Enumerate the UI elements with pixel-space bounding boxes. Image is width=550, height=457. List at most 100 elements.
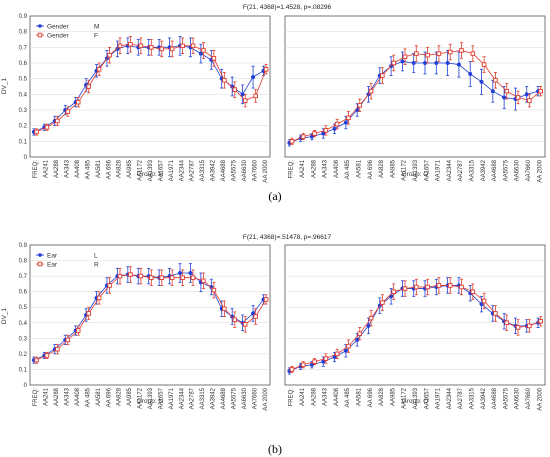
x-tick-label: AA2787 — [190, 159, 196, 181]
legend-marker — [37, 32, 43, 38]
data-point — [96, 67, 102, 72]
data-point — [44, 124, 50, 130]
data-point — [201, 48, 206, 53]
x-tick-label: AA2344 — [179, 159, 185, 181]
data-point — [402, 54, 408, 59]
x-tick-label: AA241 — [44, 159, 50, 178]
y-tick-label: 0.4 — [19, 321, 28, 327]
data-point — [253, 314, 258, 319]
panel-group-n: 0 0.1 0.2 0.3 0.4 0.5 0.6 0.7 0.8 0.9 FREQ: AA241 AA… — [19, 243, 271, 411]
x-tick-label: AA1971 — [436, 159, 442, 181]
x-tick-label: AA581 — [356, 159, 362, 178]
x-tick-label: AA1971 — [169, 159, 175, 181]
x-tick-label: FREQ: — [33, 160, 39, 179]
data-point — [391, 289, 396, 294]
legend-marker — [38, 253, 42, 257]
legend-factor: Gender — [47, 32, 70, 39]
x-tick-label: FREQ: — [289, 160, 295, 179]
data-point — [459, 48, 464, 53]
x-tick-label: AA6630 — [515, 387, 521, 409]
data-point — [96, 295, 102, 301]
y-tick-label: 0.8 — [19, 259, 28, 265]
x-tick-label: AA288 — [54, 387, 60, 406]
panel-label: Group: O — [402, 171, 429, 178]
legend-factor: Ear — [47, 252, 58, 259]
plot-frame — [284, 244, 546, 386]
x-tick-label: AA581 — [356, 387, 362, 406]
data-point — [86, 84, 91, 89]
x-tick-label: AA2344 — [179, 387, 185, 409]
x-tick-label: AA241 — [300, 387, 306, 406]
data-point — [201, 278, 206, 284]
y-tick-label: 0.3 — [19, 336, 28, 342]
x-tick-label: AA3942 — [481, 159, 487, 181]
data-point — [490, 89, 495, 94]
x-tick-label: AA4688 — [492, 387, 498, 409]
x-tick-label: AA408 — [334, 387, 340, 406]
panel-label: Group: N — [137, 171, 164, 178]
data-point — [380, 300, 385, 305]
data-point — [44, 353, 50, 358]
x-tick-label: AA 2000 — [537, 387, 543, 410]
x-tick-label: AA2344 — [447, 159, 453, 181]
data-point — [177, 270, 183, 276]
legend-level: R — [94, 261, 99, 268]
x-tick-label: AA7660 — [526, 159, 532, 181]
x-tick-label: AA1657 — [158, 387, 164, 409]
data-point — [538, 318, 543, 324]
x-tick-label: AA 485 — [345, 159, 351, 179]
x-tick-label: AA1393 — [148, 159, 154, 181]
x-tick-label: AA241 — [300, 159, 306, 178]
series-f — [34, 35, 269, 136]
data-point — [425, 52, 430, 58]
y-tick-label: 0.8 — [19, 30, 28, 36]
chart-title: F(21, 4368)=1.4528, p=.08296 — [243, 4, 332, 11]
x-tick-label: AA1657 — [424, 159, 430, 181]
data-point — [380, 73, 385, 78]
y-tick-label: 0.1 — [19, 367, 28, 373]
data-point — [117, 273, 123, 279]
data-point — [334, 351, 340, 357]
data-point — [470, 289, 476, 294]
y-tick-label: 0.2 — [19, 124, 28, 130]
x-tick-label: AA288 — [54, 159, 60, 178]
x-tick-label: AA 696 — [106, 159, 112, 179]
x-tick-label: AA1971 — [436, 387, 442, 409]
x-tick-label: AA6630 — [242, 159, 248, 181]
data-point — [343, 120, 348, 125]
data-point — [447, 283, 453, 288]
data-point — [447, 49, 453, 55]
data-point — [434, 60, 439, 66]
data-point — [470, 51, 476, 56]
x-tick-label: AA6630 — [515, 159, 521, 181]
x-tick-label: AA1393 — [413, 387, 419, 409]
data-point — [169, 46, 175, 52]
y-tick-label: 0 — [24, 383, 28, 389]
series-r — [34, 266, 269, 364]
x-tick-label: AA 696 — [106, 387, 112, 407]
x-tick-label: AA828 — [117, 159, 123, 178]
data-point — [301, 362, 306, 368]
data-point — [180, 43, 185, 49]
y-axis-label: DV_1 — [1, 307, 8, 324]
x-tick-label: AA3942 — [211, 159, 217, 181]
data-point — [180, 275, 185, 280]
data-point — [263, 297, 269, 302]
series-r — [289, 277, 543, 373]
x-tick-label: AA1172 — [402, 387, 408, 409]
data-point — [411, 60, 416, 66]
x-tick-label: AA343 — [323, 387, 329, 406]
legend: Gender M Gender F — [36, 23, 99, 39]
data-point — [169, 275, 175, 280]
data-point — [334, 121, 340, 127]
legend: Ear L Ear R — [36, 252, 99, 268]
x-tick-label: AA241 — [44, 387, 50, 406]
x-tick-label: AA288 — [311, 159, 317, 178]
chart-title: F(21, 4368)=.51478, p=.96617 — [243, 234, 332, 241]
data-point — [312, 359, 317, 364]
x-tick-label: AA343 — [65, 159, 71, 178]
data-point — [55, 118, 60, 124]
x-tick-label: AA408 — [334, 159, 340, 178]
panel-group-o: FREQ: AA241 AA288 AA343 AA408 AA 485 AA581 AA 6… — [284, 15, 546, 183]
